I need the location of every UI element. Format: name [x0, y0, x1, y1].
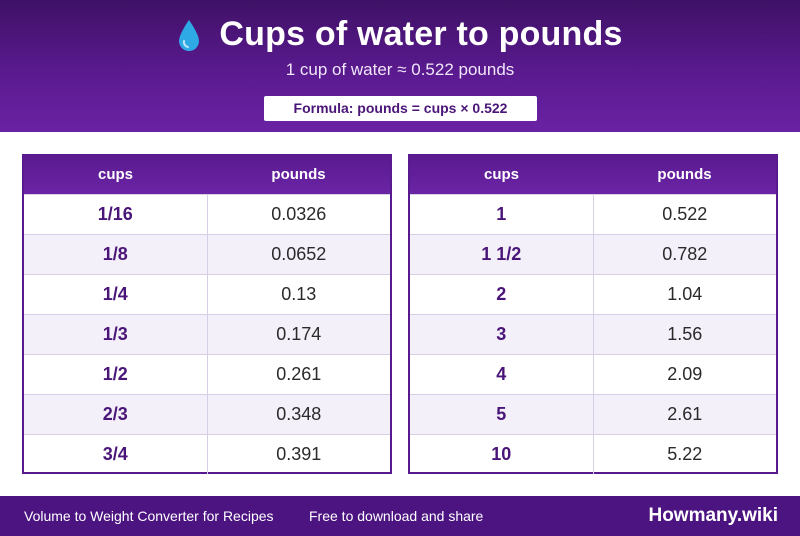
table-row: 1 0.522: [410, 193, 776, 234]
pounds-cell: 0.174: [207, 313, 390, 354]
footer-description: Volume to Weight Converter for Recipes: [24, 508, 274, 524]
cups-cell: 1/2: [24, 353, 208, 394]
column-header-pounds: pounds: [271, 166, 326, 184]
column-header-cups: cups: [97, 166, 133, 184]
table-row: 1/4 0.13: [24, 273, 390, 314]
pounds-cell: 0.0326: [207, 193, 390, 234]
conversion-table-left: cups pounds 1/16 0.0326 1/8 0.0652 1/4 0.13…: [22, 154, 392, 474]
pounds-cell: 0.261: [207, 353, 390, 394]
table-row: 5 2.61: [410, 393, 776, 434]
table-row: 3/4 0.391: [24, 433, 390, 474]
cups-cell: 3/4: [24, 433, 208, 474]
cups-cell: 1 1/2: [410, 233, 594, 274]
table-header-row: cups pounds: [24, 156, 390, 194]
table-row: 2 1.04: [410, 273, 776, 314]
column-header-pounds: pounds: [657, 166, 712, 184]
title-row: Cups of water to pounds: [0, 12, 800, 56]
footer-bar: Volume to Weight Converter for Recipes F…: [0, 496, 800, 536]
pounds-cell: 5.22: [593, 433, 776, 474]
pounds-cell: 1.04: [593, 273, 776, 314]
header-banner: Cups of water to pounds 1 cup of water ≈…: [0, 0, 800, 132]
cups-cell: 1: [410, 193, 594, 234]
table-row: 1/2 0.261: [24, 353, 390, 394]
cups-cell: 5: [410, 393, 594, 434]
table-row: 1/16 0.0326: [24, 193, 390, 234]
water-drop-icon: [177, 19, 201, 53]
page-subtitle: 1 cup of water ≈ 0.522 pounds: [285, 60, 515, 79]
cups-cell: 2/3: [24, 393, 208, 434]
pounds-cell: 0.782: [593, 233, 776, 274]
pounds-cell: 0.13: [207, 273, 390, 314]
pounds-cell: 2.09: [593, 353, 776, 394]
brand-logo-text[interactable]: Howmany.wiki: [648, 505, 778, 526]
conversion-table-right: cups pounds 1 0.522 1 1/2 0.782 2 1.04 3 1.5…: [408, 154, 778, 474]
cups-cell: 1/16: [24, 193, 208, 234]
cups-cell: 2: [410, 273, 594, 314]
formula-box: Formula: pounds = cups × 0.522: [264, 96, 537, 121]
cups-cell: 10: [410, 433, 594, 474]
table-row: 1/8 0.0652: [24, 233, 390, 274]
cups-cell: 1/4: [24, 273, 208, 314]
cups-cell: 3: [410, 313, 594, 354]
cups-cell: 1/3: [24, 313, 208, 354]
pounds-cell: 0.391: [207, 433, 390, 474]
pounds-cell: 0.522: [593, 193, 776, 234]
pounds-cell: 1.56: [593, 313, 776, 354]
table-row: 10 5.22: [410, 433, 776, 474]
table-header-row: cups pounds: [410, 156, 776, 194]
table-row: 1 1/2 0.782: [410, 233, 776, 274]
column-header-cups: cups: [483, 166, 519, 184]
cups-cell: 4: [410, 353, 594, 394]
table-row: 4 2.09: [410, 353, 776, 394]
page-title: Cups of water to pounds: [219, 14, 623, 53]
pounds-cell: 0.348: [207, 393, 390, 434]
table-row: 2/3 0.348: [24, 393, 390, 434]
table-row: 1/3 0.174: [24, 313, 390, 354]
cups-cell: 1/8: [24, 233, 208, 274]
pounds-cell: 2.61: [593, 393, 776, 434]
pounds-cell: 0.0652: [207, 233, 390, 274]
footer-tagline: Free to download and share: [309, 508, 484, 524]
table-row: 3 1.56: [410, 313, 776, 354]
